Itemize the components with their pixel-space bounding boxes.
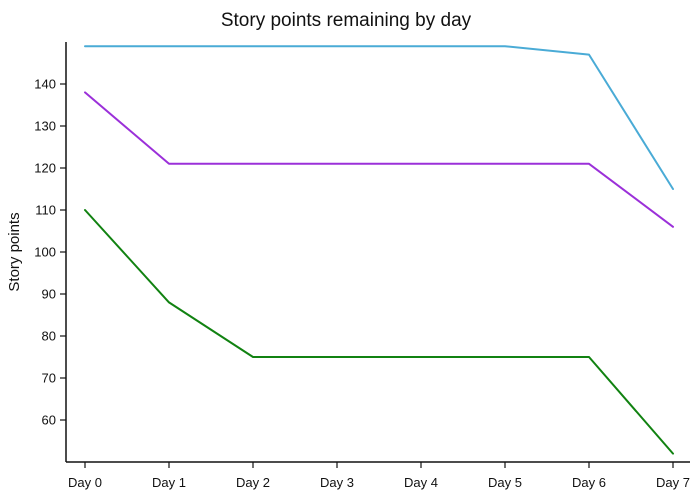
x-axis-ticks: Day 0 Day 1 Day 2 Day 3 Day 4 Day 5 Day 6 Day 7 [68,462,690,490]
chart-title: Story points remaining by day [221,10,472,31]
y-axis-ticks: 60 70 80 90 100 110 120 130 140 [34,77,66,428]
y-tick-label: 90 [42,287,56,302]
y-tick-label: 120 [34,161,56,176]
y-tick-label: 110 [35,203,56,218]
series-line-1 [84,45,674,190]
x-tick-label: Day 3 [320,475,354,490]
x-tick-label: Day 1 [152,475,186,490]
axes [65,42,690,463]
series-line-2 [84,91,674,228]
x-tick-label: Day 0 [68,475,102,490]
y-tick-label: 60 [42,413,56,428]
x-tick-label: Day 6 [572,475,606,490]
y-tick-label: 140 [34,77,56,92]
y-tick-label: 70 [42,371,56,386]
x-tick-label: Day 4 [404,475,438,490]
x-tick-label: Day 7 [656,475,690,490]
series-line-3 [84,209,674,455]
x-tick-label: Day 5 [488,475,522,490]
y-tick-label: 80 [42,329,56,344]
y-axis-label: Story points [6,212,23,291]
y-tick-label: 130 [34,119,56,134]
x-tick-label: Day 2 [236,475,270,490]
y-tick-label: 100 [34,245,56,260]
series-lines [84,45,674,455]
